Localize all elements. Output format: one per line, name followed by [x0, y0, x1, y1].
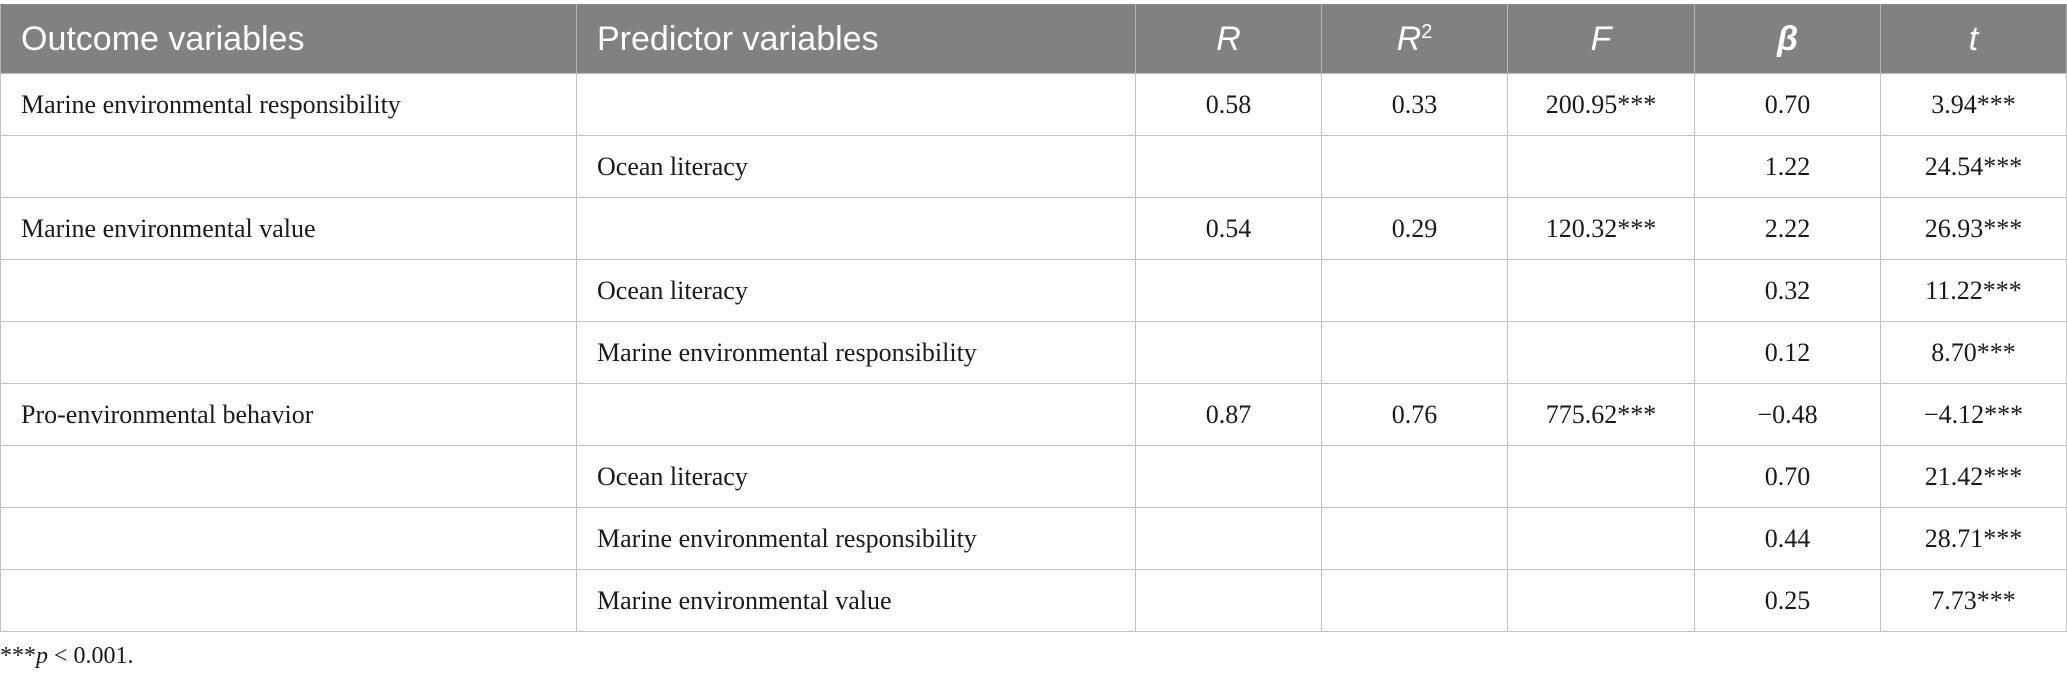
f-cell [1507, 259, 1695, 322]
table-body: Marine environmental responsibility 0.58 0… [0, 73, 2067, 632]
table-row: Pro-environmental behavior 0.87 0.76 775.62… [0, 383, 2067, 446]
f-cell: 775.62*** [1507, 383, 1695, 446]
r-cell [1135, 569, 1322, 632]
outcome-cell [0, 569, 577, 632]
predictor-cell: Marine environmental value [576, 569, 1136, 632]
header-t: t [1880, 4, 2067, 74]
f-cell: 120.32*** [1507, 197, 1695, 260]
outcome-cell: Marine environmental value [0, 197, 577, 260]
header-beta: β [1694, 4, 1881, 74]
f-cell [1507, 507, 1695, 570]
t-cell: 28.71*** [1880, 507, 2067, 570]
r-squared-cell: 0.29 [1321, 197, 1508, 260]
r-cell: 0.58 [1135, 73, 1322, 136]
r-squared-cell: 0.33 [1321, 73, 1508, 136]
table-row: Marine environmental responsibility 0.44 2… [0, 507, 2067, 570]
header-r-label: R [1216, 19, 1241, 58]
header-r-squared-sup: 2 [1421, 20, 1433, 43]
predictor-cell [576, 383, 1136, 446]
header-f-label: F [1590, 19, 1612, 58]
regression-table-container: Outcome variables Predictor variables R … [0, 4, 2067, 632]
header-r-squared-label: R [1396, 19, 1422, 58]
beta-cell: −0.48 [1694, 383, 1881, 446]
outcome-cell: Pro-environmental behavior [0, 383, 577, 446]
predictor-cell: Marine environmental responsibility [576, 507, 1136, 570]
f-cell: 200.95*** [1507, 73, 1695, 136]
r-cell: 0.87 [1135, 383, 1322, 446]
header-row: Outcome variables Predictor variables R … [0, 4, 2067, 74]
outcome-cell [0, 321, 577, 384]
r-squared-cell [1321, 135, 1508, 198]
r-squared-cell [1321, 445, 1508, 508]
outcome-cell [0, 445, 577, 508]
f-cell [1507, 321, 1695, 384]
outcome-cell: Marine environmental responsibility [0, 73, 577, 136]
table-row: Marine environmental value 0.25 7.73*** [0, 569, 2067, 632]
t-cell: 11.22*** [1880, 259, 2067, 322]
t-cell: 26.93*** [1880, 197, 2067, 260]
table-row: Ocean literacy 1.22 24.54*** [0, 135, 2067, 198]
f-cell [1507, 445, 1695, 508]
table-footnote: ***p < 0.001. [0, 643, 134, 670]
r-cell [1135, 445, 1322, 508]
footnote-text: < 0.001. [48, 643, 134, 669]
table-row: Ocean literacy 0.70 21.42*** [0, 445, 2067, 508]
r-cell [1135, 321, 1322, 384]
footnote-p: p [36, 643, 48, 669]
r-cell: 0.54 [1135, 197, 1322, 260]
header-r-squared: R2 [1321, 4, 1508, 74]
t-cell: 3.94*** [1880, 73, 2067, 136]
r-squared-cell [1321, 569, 1508, 632]
predictor-cell: Ocean literacy [576, 445, 1136, 508]
t-cell: 24.54*** [1880, 135, 2067, 198]
table-row: Ocean literacy 0.32 11.22*** [0, 259, 2067, 322]
t-cell: −4.12*** [1880, 383, 2067, 446]
header-f: F [1507, 4, 1695, 74]
predictor-cell: Marine environmental responsibility [576, 321, 1136, 384]
outcome-cell [0, 259, 577, 322]
beta-cell: 0.32 [1694, 259, 1881, 322]
beta-cell: 1.22 [1694, 135, 1881, 198]
predictor-cell [576, 73, 1136, 136]
header-t-label: t [1968, 19, 1979, 58]
predictor-cell: Ocean literacy [576, 259, 1136, 322]
table-row: Marine environmental value 0.54 0.29 120.32… [0, 197, 2067, 260]
t-cell: 7.73*** [1880, 569, 2067, 632]
beta-cell: 0.25 [1694, 569, 1881, 632]
r-cell [1135, 507, 1322, 570]
r-squared-cell: 0.76 [1321, 383, 1508, 446]
beta-cell: 0.70 [1694, 445, 1881, 508]
outcome-cell [0, 507, 577, 570]
predictor-cell [576, 197, 1136, 260]
beta-cell: 0.44 [1694, 507, 1881, 570]
outcome-cell [0, 135, 577, 198]
header-predictor-variables: Predictor variables [576, 4, 1136, 74]
r-squared-cell [1321, 321, 1508, 384]
header-outcome-variables: Outcome variables [0, 4, 577, 74]
t-cell: 8.70*** [1880, 321, 2067, 384]
r-cell [1135, 135, 1322, 198]
r-squared-cell [1321, 507, 1508, 570]
f-cell [1507, 135, 1695, 198]
table-header: Outcome variables Predictor variables R … [0, 4, 2067, 74]
header-beta-label: β [1776, 19, 1799, 58]
header-r: R [1135, 4, 1322, 74]
r-cell [1135, 259, 1322, 322]
beta-cell: 0.12 [1694, 321, 1881, 384]
f-cell [1507, 569, 1695, 632]
t-cell: 21.42*** [1880, 445, 2067, 508]
r-squared-cell [1321, 259, 1508, 322]
predictor-cell: Ocean literacy [576, 135, 1136, 198]
footnote-stars: *** [0, 643, 36, 669]
beta-cell: 0.70 [1694, 73, 1881, 136]
table-row: Marine environmental responsibility 0.12 8… [0, 321, 2067, 384]
beta-cell: 2.22 [1694, 197, 1881, 260]
table-row: Marine environmental responsibility 0.58 0… [0, 73, 2067, 136]
regression-table: Outcome variables Predictor variables R … [0, 4, 2067, 632]
